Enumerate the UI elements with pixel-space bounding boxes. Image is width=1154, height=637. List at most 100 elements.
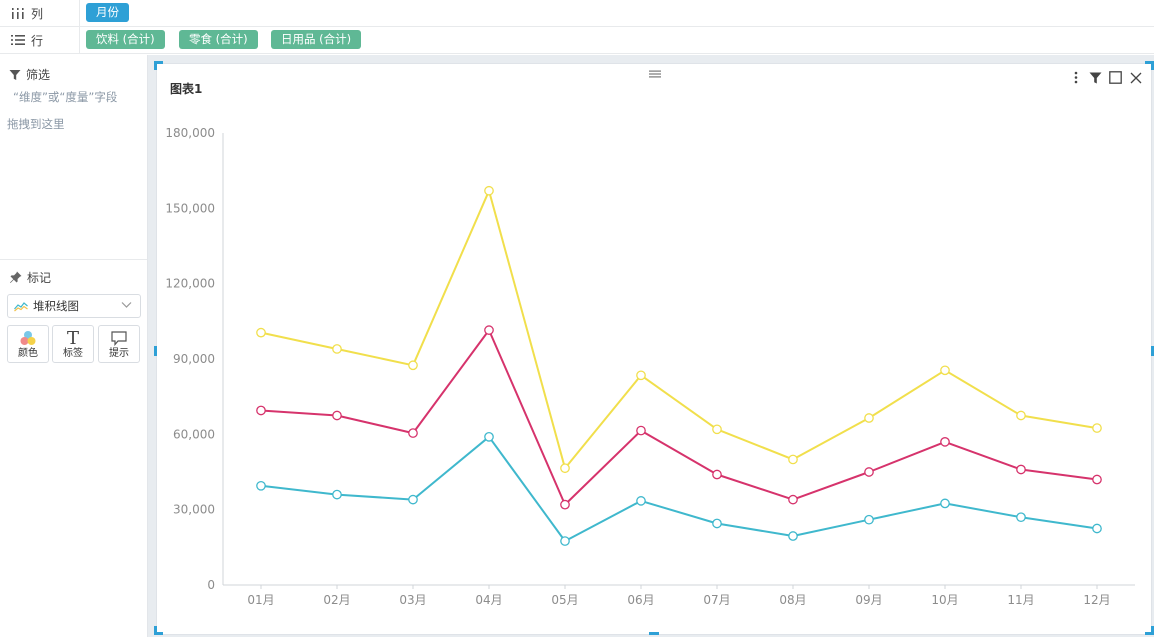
marks-title-text: 标记 [27,271,52,285]
y-tick-label: 150,000 [165,201,215,215]
data-point-series-1 [712,518,722,529]
columns-label: 列 [31,6,44,21]
resize-corner-top-right[interactable] [1145,61,1154,70]
data-point-series-1 [256,480,266,491]
data-point-series-2 [788,494,798,505]
x-tick-label: 12月 [1083,593,1110,607]
data-point-series-1 [408,494,418,505]
data-point-series-2 [560,499,570,510]
resize-corner-bottom-left[interactable] [154,626,163,635]
data-point-series-1 [560,536,570,546]
filter-drop-hint-2: 拖拽到这里 [7,117,65,131]
y-tick-label: 120,000 [165,277,215,291]
filter-section[interactable]: 筛选 “维度”或“度量”字段 拖拽到这里 [0,55,147,260]
data-point-series-2 [1016,464,1026,475]
y-tick-label: 0 [207,578,215,592]
color-palette-icon [20,331,36,345]
x-tick-label: 11月 [1007,593,1034,607]
chart-toolbar [1068,70,1143,85]
data-point-series-2 [332,410,342,421]
data-point-series-2 [864,467,874,477]
x-tick-label: 05月 [551,593,578,607]
area-chart-icon [14,302,28,312]
data-point-series-1 [484,431,494,442]
data-point-series-1 [788,531,798,541]
x-tick-label: 06月 [627,593,654,607]
resize-edge-bottom[interactable] [649,632,659,635]
x-tick-label: 04月 [475,593,502,607]
pin-icon [10,271,22,283]
x-tick-label: 01月 [247,593,274,607]
data-point-series-1 [636,496,646,506]
drag-handle-icon[interactable] [649,67,661,81]
data-point-series-2 [712,469,722,480]
text-t-icon: T [66,327,79,349]
label-button-label: 标签 [63,348,83,359]
data-point-series-1 [864,514,874,525]
pill-daily-goods[interactable]: 日用品 (合计) [271,30,362,49]
chart-type-select[interactable]: 堆积线图 [7,294,141,318]
data-point-series-3 [636,370,646,381]
data-point-series-3 [1016,410,1026,421]
rows-icon [10,33,26,47]
columns-shelf-label: 列 [0,0,80,26]
chart-container[interactable]: 图表1 [156,63,1152,635]
columns-shelf: 列 月份 [0,0,1154,27]
label-button[interactable]: T 标签 [52,325,94,363]
data-point-series-1 [940,498,950,509]
x-tick-label: 07月 [703,593,730,607]
rows-shelf: 行 饮料 (合计) 零食 (合计) 日用品 (合计) [0,27,1154,54]
data-point-series-3 [332,344,342,354]
data-point-series-3 [788,454,798,465]
data-point-series-2 [940,437,950,447]
series-line-1 [260,435,1098,543]
data-point-series-1 [1016,512,1026,523]
filter-drop-hint: “维度”或“度量”字段 [13,90,118,104]
series-line-3 [260,189,1098,470]
x-tick-label: 02月 [323,593,350,607]
filter-title-text: 筛选 [26,68,51,82]
tooltip-button[interactable]: 提示 [98,325,140,363]
y-tick-label: 60,000 [173,427,215,441]
resize-edge-left[interactable] [154,346,157,356]
resize-edge-right[interactable] [1151,346,1154,356]
data-point-series-3 [940,365,950,376]
data-point-series-3 [560,463,570,474]
data-point-series-3 [484,185,494,196]
data-point-series-2 [256,405,266,416]
data-point-series-3 [712,424,722,435]
x-tick-label: 09月 [855,593,882,607]
rows-shelf-label: 行 [0,27,80,53]
data-point-series-3 [408,360,418,371]
color-button-label: 颜色 [18,348,38,359]
stacked-line-chart: 0 30,000 60,000 90,000 120,000 150,000 180,000… [165,126,1135,607]
square-icon[interactable] [1108,70,1123,85]
y-tick-label: 180,000 [165,126,215,140]
data-point-series-3 [864,413,874,423]
resize-corner-bottom-right[interactable] [1145,626,1154,635]
filter-title: 筛选 [9,66,50,83]
funnel-icon[interactable] [1088,70,1103,85]
pill-month[interactable]: 月份 [86,3,129,22]
color-button[interactable]: 颜色 [7,325,49,363]
resize-corner-top-left[interactable] [154,61,163,70]
x-tick-label: 03月 [399,593,426,607]
data-point-series-2 [484,325,494,335]
chart-type-value: 堆积线图 [33,299,79,313]
data-point-series-1 [332,489,342,500]
x-tick-label: 08月 [779,593,806,607]
close-icon[interactable] [1128,70,1143,85]
chart-title: 图表1 [170,82,203,96]
data-point-series-2 [1092,474,1102,485]
pill-drinks[interactable]: 饮料 (合计) [86,30,165,49]
more-vertical-icon[interactable] [1068,70,1083,85]
y-tick-label: 30,000 [173,503,215,517]
series-line-2 [260,329,1098,506]
speech-bubble-icon [111,331,127,346]
pill-snacks[interactable]: 零食 (合计) [179,30,258,49]
y-tick-label: 90,000 [173,352,215,366]
tooltip-button-label: 提示 [109,348,129,359]
chevron-down-icon [121,302,132,308]
columns-icon [10,6,26,20]
data-point-series-3 [256,327,266,338]
